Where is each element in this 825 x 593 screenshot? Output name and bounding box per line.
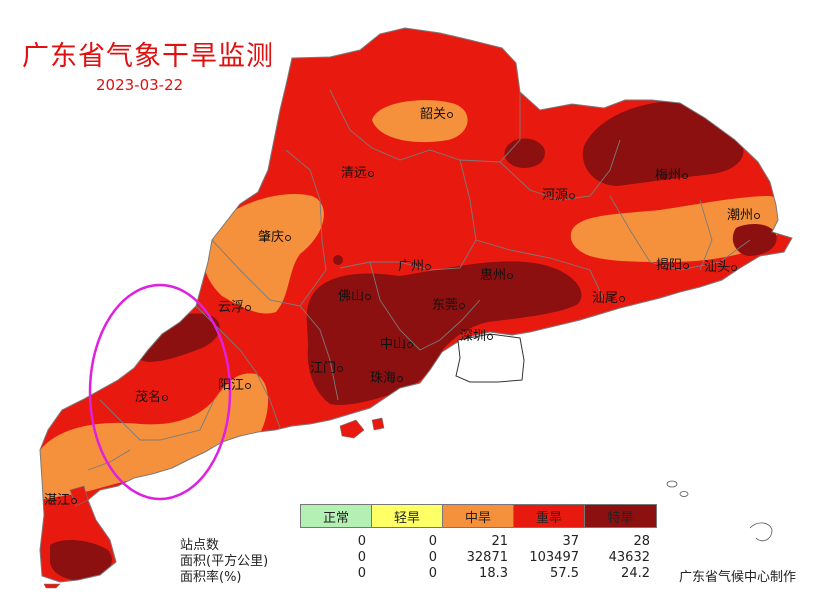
highlight-circle	[88, 283, 232, 501]
city-dot-icon	[754, 212, 761, 219]
stats-label: 面积率(%)	[180, 570, 242, 585]
stats-label: 站点数	[180, 538, 220, 553]
stats-value: 0	[428, 534, 437, 549]
city-label-foshan: 佛山	[338, 285, 372, 304]
city-label-huizhou: 惠州	[480, 264, 514, 283]
coastal-islands	[43, 417, 385, 589]
stats-value: 0	[428, 550, 437, 565]
stats-value: 0	[428, 566, 437, 581]
stats-value: 43632	[608, 550, 650, 565]
city-label-chaozhou: 潮州	[727, 204, 761, 223]
city-label-yunfu: 云浮	[218, 296, 252, 315]
city-label-zhongshan: 中山	[380, 333, 414, 352]
stats-value: 0	[357, 534, 366, 549]
city-dot-icon	[397, 375, 404, 382]
city-boundaries	[87, 89, 751, 471]
city-label-jiangmen: 江门	[310, 357, 344, 376]
city-label-zhaoqing: 肇庆	[258, 226, 292, 245]
city-label-yangjiang: 阳江	[218, 374, 252, 393]
stats-value: 37	[562, 534, 579, 549]
city-label-heyuan: 河源	[542, 184, 576, 203]
city-dot-icon	[425, 263, 432, 270]
island	[666, 480, 678, 488]
city-dot-icon	[731, 264, 738, 271]
city-dot-icon	[71, 497, 78, 504]
stats-value: 32871	[466, 550, 508, 565]
exceptional-drought-area	[333, 255, 343, 265]
exceptional-drought-area	[732, 224, 777, 256]
city-label-guangzhou: 广州	[398, 255, 432, 274]
exceptional-drought-area	[50, 539, 112, 581]
island	[43, 583, 61, 589]
city-label-qingyuan: 清远	[341, 162, 375, 181]
city-label-shenzhen: 深圳	[460, 325, 494, 344]
south-sea-islands	[666, 480, 773, 542]
city-dot-icon	[368, 170, 375, 177]
stats-label: 面积(平方公里)	[180, 554, 269, 569]
city-label-shanwei: 汕尾	[592, 287, 626, 306]
moderate-drought-area	[570, 196, 783, 262]
legend-exceptional-drought: 特旱	[585, 505, 656, 527]
stats-value: 24.2	[621, 566, 650, 581]
city-dot-icon	[285, 234, 292, 241]
stats-value: 18.3	[479, 566, 508, 581]
province-outline	[39, 27, 793, 583]
city-label-jieyang: 揭阳	[656, 254, 690, 273]
stats-value: 57.5	[550, 566, 579, 581]
legend-moderate-drought: 中旱	[443, 505, 514, 527]
island	[339, 419, 365, 439]
hong-kong-outline	[455, 333, 525, 383]
moderate-drought-area	[372, 100, 468, 143]
city-label-dongguan: 东莞	[432, 294, 466, 313]
moderate-drought-area	[40, 373, 269, 500]
city-label-maoming: 茂名	[135, 386, 169, 405]
city-dot-icon	[619, 295, 626, 302]
city-dot-icon	[683, 262, 690, 269]
city-dot-icon	[162, 394, 169, 401]
moderate-drought-area	[203, 194, 324, 314]
legend-light-drought: 轻旱	[372, 505, 443, 527]
exceptional-drought-area	[582, 101, 744, 186]
map-date: 2023-03-22	[96, 76, 184, 94]
stats-value: 0	[357, 550, 366, 565]
city-dot-icon	[569, 192, 576, 199]
island	[679, 491, 689, 497]
stats-value: 0	[357, 566, 366, 581]
credit-text: 广东省气候中心制作	[679, 570, 797, 585]
city-dot-icon	[487, 333, 494, 340]
city-dot-icon	[245, 304, 252, 311]
map-title: 广东省气象干旱监测	[22, 41, 274, 72]
stats-value: 103497	[529, 550, 579, 565]
island	[749, 522, 773, 542]
exceptional-drought-area	[306, 261, 582, 405]
city-dot-icon	[365, 293, 372, 300]
island	[371, 417, 385, 431]
legend-severe-drought: 重旱	[514, 505, 585, 527]
city-dot-icon	[447, 111, 454, 118]
city-label-shantou: 汕头	[704, 256, 738, 275]
city-label-shaoguan: 韶关	[420, 103, 454, 122]
city-dot-icon	[459, 302, 466, 309]
exceptional-drought-area	[504, 138, 545, 168]
city-label-meizhou: 梅州	[655, 164, 689, 183]
city-dot-icon	[407, 341, 414, 348]
city-label-zhanjiang: 湛江	[44, 489, 78, 508]
city-dot-icon	[337, 365, 344, 372]
stats-value: 28	[633, 534, 650, 549]
city-dot-icon	[507, 272, 514, 279]
legend-normal: 正常	[301, 505, 372, 527]
city-label-zhuhai: 珠海	[370, 367, 404, 386]
city-dot-icon	[682, 172, 689, 179]
stats-value: 21	[491, 534, 508, 549]
drought-legend: 正常 轻旱 中旱 重旱 特旱	[300, 504, 657, 528]
city-dot-icon	[245, 382, 252, 389]
